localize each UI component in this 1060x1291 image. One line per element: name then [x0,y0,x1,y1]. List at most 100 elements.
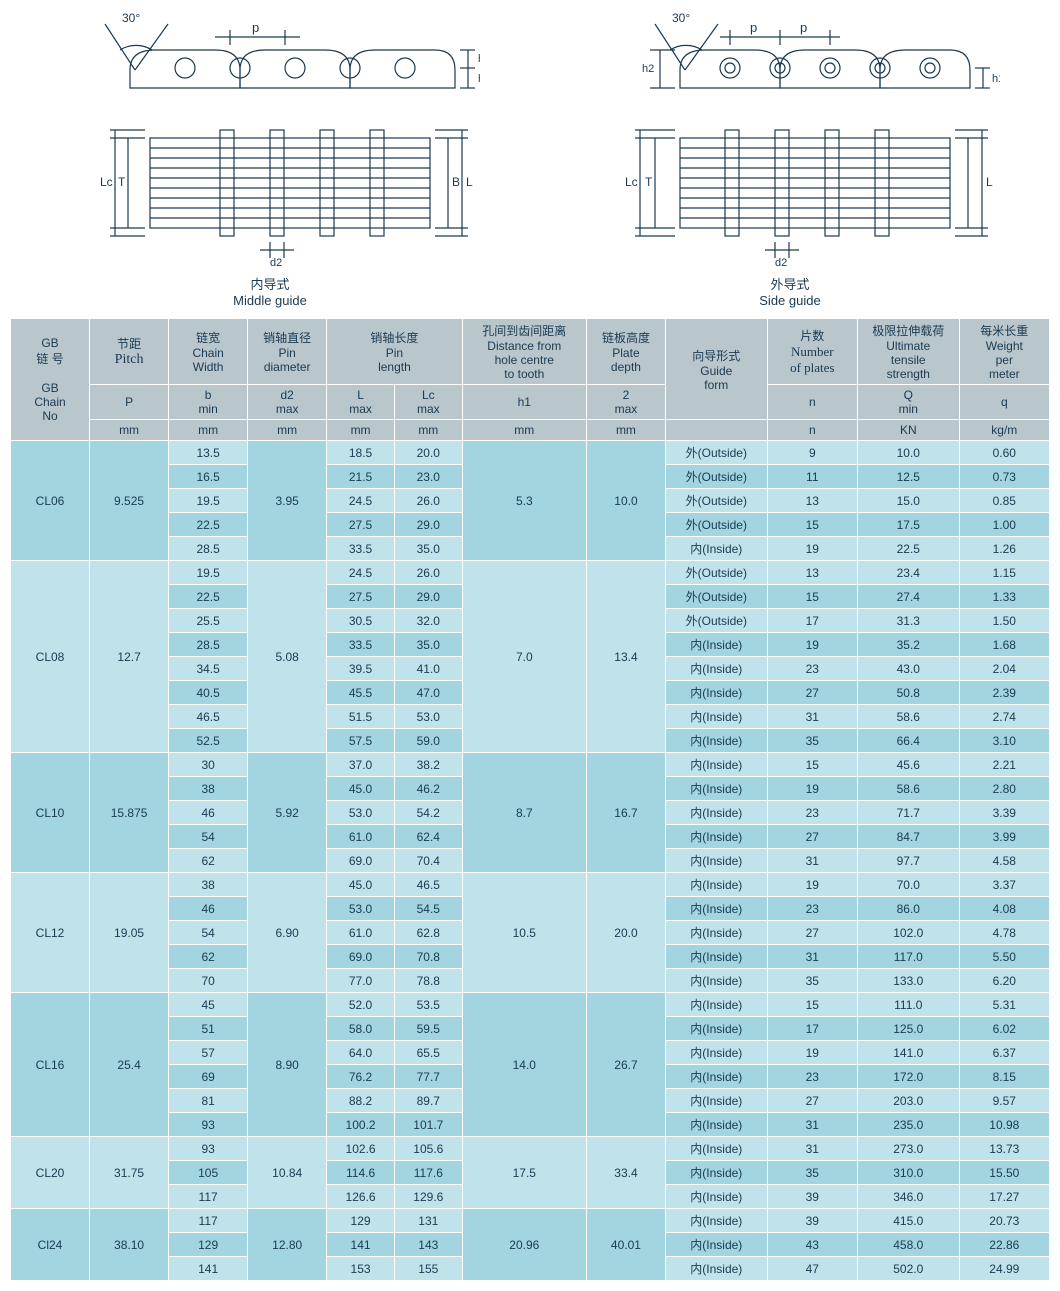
cell: 内(Inside) [665,969,767,993]
cell: 5.31 [959,993,1049,1017]
cell: 外(Outside) [665,609,767,633]
cell: 105 [169,1161,248,1185]
cell: 129 [169,1233,248,1257]
cell: 31.3 [857,609,959,633]
cell: 12.5 [857,465,959,489]
cell: 125.0 [857,1017,959,1041]
cell: 50.8 [857,681,959,705]
cell: 31.75 [90,1137,169,1209]
cell: 15 [767,513,857,537]
cell: 458.0 [857,1233,959,1257]
cell: 外(Outside) [665,561,767,585]
diagram-left: 30° p [60,10,480,308]
cell: 24.5 [327,561,395,585]
cell: 31 [767,705,857,729]
cell: 14.0 [462,993,586,1137]
cell: 1.00 [959,513,1049,537]
svg-text:h1: h1 [992,73,1000,85]
cell: 2.21 [959,753,1049,777]
svg-text:T: T [645,175,653,189]
cell: 46 [169,801,248,825]
cell: 内(Inside) [665,1089,767,1113]
cell: Cl24 [11,1209,90,1281]
cell: 31 [767,849,857,873]
cell: 62 [169,945,248,969]
svg-text:Lc: Lc [100,175,113,189]
cell: 20.96 [462,1209,586,1281]
cell: 35.2 [857,633,959,657]
hdr-pindia: 销轴直径 Pin diameter [248,319,327,385]
cell: 131 [394,1209,462,1233]
cell: 88.2 [327,1089,395,1113]
cell: 69 [169,1065,248,1089]
cell: 内(Inside) [665,633,767,657]
cell: 内(Inside) [665,801,767,825]
cell: 31 [767,1137,857,1161]
cell: 32.0 [394,609,462,633]
cell: 17.5 [857,513,959,537]
cell: 5.08 [248,561,327,753]
cell: 15 [767,585,857,609]
cell: 19 [767,1041,857,1065]
cell: 70.4 [394,849,462,873]
cell: 外(Outside) [665,489,767,513]
svg-text:T: T [118,175,126,189]
hdr-q: q [959,385,1049,420]
middle-guide-diagram: 30° p [60,10,480,270]
cell: 20.0 [394,441,462,465]
cell: 35.0 [394,633,462,657]
cell: 19 [767,633,857,657]
cell: 89.7 [394,1089,462,1113]
cell: 0.60 [959,441,1049,465]
cell: 141 [169,1257,248,1281]
cell: 77.0 [327,969,395,993]
hdr-weight: 每米长重 Weight per meter [959,319,1049,385]
cell: 13 [767,489,857,513]
cell: 2.80 [959,777,1049,801]
cell: 内(Inside) [665,897,767,921]
cell: 内(Inside) [665,993,767,1017]
cell: 28.5 [169,537,248,561]
cell: 46 [169,897,248,921]
cell: 84.7 [857,825,959,849]
cell: 19 [767,873,857,897]
cell: 内(Inside) [665,1065,767,1089]
cell: 38.10 [90,1209,169,1281]
cell: 35.0 [394,537,462,561]
cell: 16.5 [169,465,248,489]
cell: 155 [394,1257,462,1281]
table-row: CL1219.05386.9045.046.510.520.0内(Inside)… [11,873,1050,897]
cell: 内(Inside) [665,1185,767,1209]
cell: 117.6 [394,1161,462,1185]
hdr-n: n [767,385,857,420]
cell: 35 [767,729,857,753]
cell: 93 [169,1113,248,1137]
cell: 153 [327,1257,395,1281]
cell: 19.5 [169,561,248,585]
cell: 57 [169,1041,248,1065]
cell: 39 [767,1185,857,1209]
cell: 26.0 [394,489,462,513]
cell: 30.5 [327,609,395,633]
svg-text:h2: h2 [642,63,654,75]
hdr-pinlen: 销轴长度 Pin length [327,319,463,385]
svg-text:Lc: Lc [625,175,638,189]
cell: 47 [767,1257,857,1281]
cell: 内(Inside) [665,849,767,873]
cell: 77.7 [394,1065,462,1089]
table-header: GB 链 号 GB Chain No 节距 Pitch 链宽 Chain Wid… [11,319,1050,441]
cell: 101.7 [394,1113,462,1137]
svg-text:p: p [800,20,807,35]
side-guide-diagram: 30° p p [580,10,1000,270]
cell: 19 [767,777,857,801]
cell: 外(Outside) [665,513,767,537]
cell: 76.2 [327,1065,395,1089]
cell: 129 [327,1209,395,1233]
cell: 97.7 [857,849,959,873]
cell: 23 [767,801,857,825]
cell: 13.73 [959,1137,1049,1161]
cell: 102.6 [327,1137,395,1161]
cell: 18.5 [327,441,395,465]
cell: CL08 [11,561,90,753]
svg-text:d2: d2 [775,257,787,269]
